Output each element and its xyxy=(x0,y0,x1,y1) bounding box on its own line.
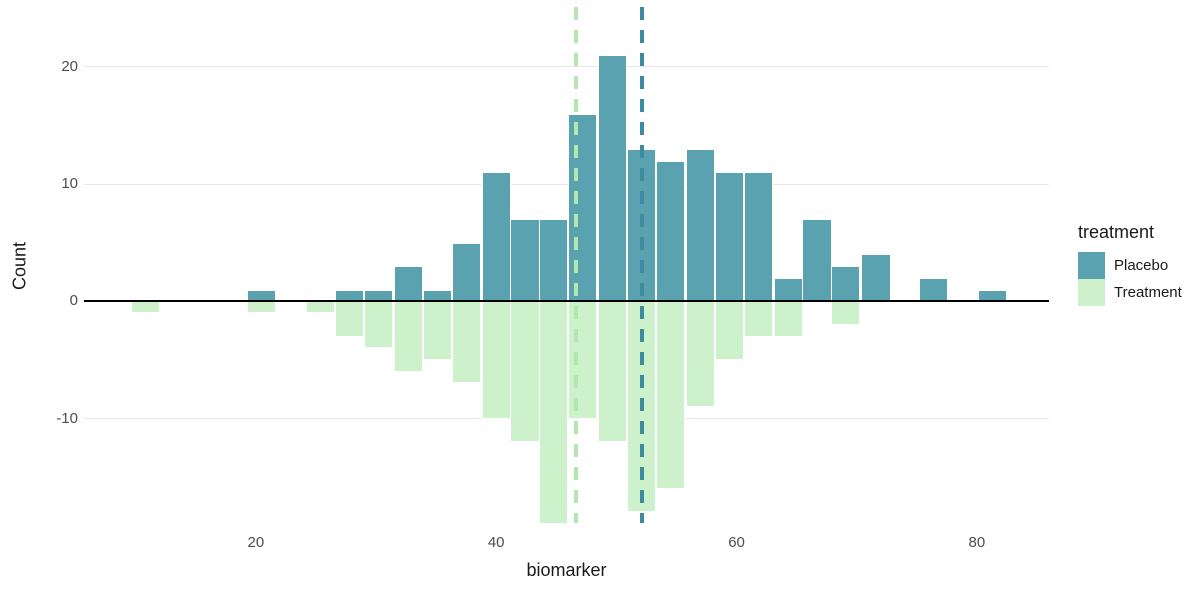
legend-swatch-treatment xyxy=(1078,279,1105,306)
bar-treatment-bin-13 xyxy=(510,301,540,443)
x-tick-label-60: 60 xyxy=(728,534,745,551)
bar-placebo-bin-19 xyxy=(685,148,716,302)
bar-placebo-bin-14 xyxy=(539,219,569,302)
bar-treatment-bin-4 xyxy=(247,301,277,314)
bar-placebo-bin-24 xyxy=(831,266,861,302)
bar-placebo-bin-15 xyxy=(568,113,598,302)
x-tick-label-40: 40 xyxy=(487,534,505,551)
bar-treatment-bin-22 xyxy=(773,301,803,337)
bar-placebo-bin-9 xyxy=(393,266,424,302)
bar-treatment-bin-12 xyxy=(481,301,511,419)
bar-treatment-bin-24 xyxy=(831,301,861,325)
legend-swatch-placebo xyxy=(1078,252,1105,279)
bar-treatment-bin-7 xyxy=(334,301,365,337)
bar-treatment-bin-11 xyxy=(451,301,481,384)
bar-treatment-bin-0 xyxy=(130,301,160,314)
bar-treatment-bin-6 xyxy=(306,301,336,314)
bar-treatment-bin-9 xyxy=(393,301,424,372)
bar-placebo-bin-13 xyxy=(510,219,540,302)
bar-treatment-bin-10 xyxy=(422,301,452,360)
bar-placebo-bin-21 xyxy=(743,172,773,302)
legend-title: treatment xyxy=(1078,222,1155,242)
bar-treatment-bin-20 xyxy=(714,301,744,360)
gridline-y-10 xyxy=(84,183,1049,185)
legend-label-treatment: Treatment xyxy=(1114,284,1182,301)
bar-placebo-bin-23 xyxy=(802,219,832,302)
legend-label-placebo: Placebo xyxy=(1114,257,1169,274)
legend-item-placebo: Placebo xyxy=(1078,252,1182,279)
bar-treatment-bin-14 xyxy=(539,301,569,525)
bar-treatment-bin-21 xyxy=(743,301,773,337)
x-tick-label-20: 20 xyxy=(247,534,265,551)
bar-placebo-bin-20 xyxy=(714,172,744,302)
legend-items: Placebo Treatment xyxy=(1078,252,1182,306)
x-tick-label-80: 80 xyxy=(968,534,986,551)
bar-placebo-bin-27 xyxy=(919,277,949,302)
y-axis-title: Count xyxy=(9,241,30,291)
bar-treatment-bin-18 xyxy=(655,301,686,489)
legend-item-treatment: Treatment xyxy=(1078,279,1182,306)
bar-treatment-bin-19 xyxy=(685,301,716,407)
y-tick-label-0: 0 xyxy=(69,292,78,310)
y-tick-label-20: 20 xyxy=(61,57,78,75)
bar-placebo-bin-18 xyxy=(655,160,686,302)
x-axis-title: biomarker xyxy=(526,560,607,580)
bar-treatment-bin-8 xyxy=(363,301,393,349)
y-tick-label--10: -10 xyxy=(56,409,78,427)
bar-placebo-bin-11 xyxy=(451,242,481,302)
zero-line xyxy=(84,300,1049,303)
legend: treatment Placebo Treatment xyxy=(1078,222,1182,306)
treatment-mean-line xyxy=(573,7,578,523)
bar-treatment-bin-16 xyxy=(598,301,628,443)
y-tick-label-10: 10 xyxy=(61,175,78,193)
bar-placebo-bin-12 xyxy=(481,172,511,302)
gridline-y-20 xyxy=(84,66,1049,68)
bar-placebo-bin-16 xyxy=(598,55,628,302)
placebo-mean-line xyxy=(639,7,644,523)
bar-placebo-bin-22 xyxy=(773,277,803,302)
bar-placebo-bin-25 xyxy=(861,254,891,302)
plot-panel xyxy=(84,7,1049,525)
bar-treatment-bin-15 xyxy=(568,301,598,419)
